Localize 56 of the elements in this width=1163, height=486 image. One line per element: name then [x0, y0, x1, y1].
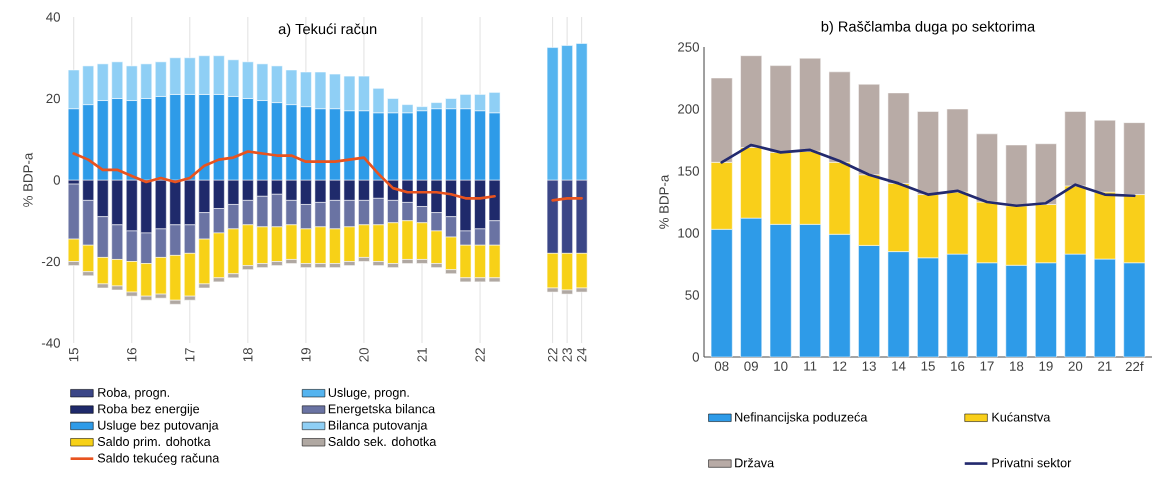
legend-label: Energetska bilanca: [328, 404, 436, 416]
x-tick-label: 13: [862, 361, 876, 371]
x-tick-label: 20: [359, 347, 369, 362]
x-tick-label: 15: [69, 348, 79, 362]
y-tick-label: -40: [41, 338, 61, 348]
legend-label: Roba bez energije: [98, 404, 200, 416]
x-tick-label: 11: [804, 361, 817, 371]
x-tick-label: 21: [417, 348, 427, 362]
x-tick-label: 14: [892, 361, 906, 371]
legend-label: Saldo tekućeg računa: [97, 453, 220, 466]
y-axis-title: % BDP-a: [23, 152, 33, 207]
legend-label: Usluge bez putovanja: [98, 420, 219, 433]
y-axis-title: % BDP-a: [659, 174, 669, 229]
legend-label: Kućanstva: [992, 412, 1051, 422]
x-tick-label: 09: [744, 361, 758, 371]
x-tick-label: 16: [951, 361, 965, 371]
y-tick-label: 20: [46, 93, 61, 104]
x-tick-label: 10: [774, 361, 788, 371]
x-tick-label: 18: [243, 348, 253, 362]
y-tick-label: 0: [53, 175, 61, 185]
line-series: [720, 143, 1136, 208]
x-tick-label: 21: [1098, 361, 1112, 371]
legend-label: Država: [735, 458, 775, 468]
y-tick-label: 250: [678, 42, 700, 52]
y-tick-label: 200: [678, 104, 700, 114]
legend-label: Usluge, progn.: [328, 387, 409, 400]
x-tick-label: 17: [980, 361, 994, 371]
x-tick-label: 23: [562, 348, 572, 362]
x-tick-label: 17: [185, 348, 195, 362]
legend-label: Privatni sektor: [992, 458, 1072, 468]
y-tick-label: 100: [678, 228, 700, 238]
x-tick-label: 12: [833, 361, 847, 371]
legend-label: Bilanca putovanja: [328, 420, 428, 433]
x-tick-label: 19: [1039, 361, 1053, 371]
x-tick-label: 20: [1068, 361, 1083, 371]
chart-title: a) Tekući račun: [278, 23, 377, 38]
y-tick-label: -20: [41, 256, 61, 267]
x-tick-label: 15: [921, 361, 935, 371]
x-tick-label: 19: [301, 348, 311, 362]
y-tick-label: 50: [685, 290, 700, 300]
x-tick-label: 18: [1010, 361, 1024, 371]
y-tick-label: 0: [692, 352, 700, 362]
x-tick-label: 22: [475, 348, 485, 362]
legend-label: Saldo prim. dohotka: [97, 436, 211, 449]
x-tick-label: 16: [127, 348, 137, 362]
x-tick-label: 22: [547, 348, 558, 362]
x-tick-label: 08: [714, 361, 729, 371]
chart-title: b) Raščlamba duga po sektorima: [821, 20, 1036, 35]
legend-label: Roba, progn.: [98, 387, 170, 400]
legend-label: Saldo sek. dohotka: [328, 436, 437, 447]
legend-label: Nefinancijska poduzeća: [735, 412, 868, 425]
y-tick-label: 150: [678, 166, 700, 176]
bar: [1005, 144, 1028, 206]
x-tick-label: 22f: [1125, 361, 1144, 372]
x-tick-label: 24: [577, 347, 587, 362]
y-tick-label: 40: [46, 12, 61, 22]
